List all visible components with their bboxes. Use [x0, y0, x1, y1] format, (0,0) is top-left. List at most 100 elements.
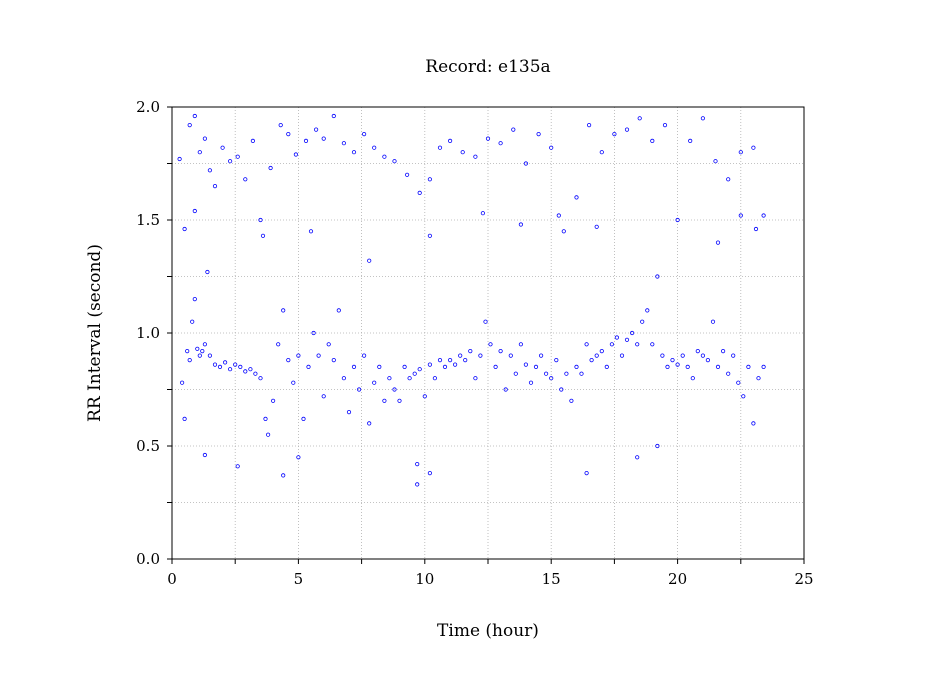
data-point	[432, 376, 437, 381]
data-point	[422, 394, 427, 399]
data-point	[207, 168, 212, 173]
data-point	[316, 353, 321, 358]
data-point	[356, 387, 362, 392]
data-point	[417, 367, 422, 372]
data-point	[594, 353, 599, 358]
data-point	[518, 222, 524, 227]
data-point	[331, 113, 336, 119]
data-point	[715, 364, 721, 369]
data-point	[670, 357, 675, 363]
data-point	[235, 154, 240, 159]
data-point	[503, 387, 508, 392]
data-point	[675, 217, 680, 223]
data-point	[182, 416, 187, 421]
data-point	[306, 364, 311, 369]
data-point	[427, 177, 432, 182]
data-point	[270, 398, 276, 403]
data-point	[715, 240, 721, 245]
data-point	[549, 376, 554, 381]
data-point	[463, 357, 468, 363]
data-point	[321, 394, 326, 399]
data-point	[220, 145, 225, 150]
data-point	[705, 357, 711, 363]
data-point	[361, 132, 367, 137]
data-point	[228, 367, 233, 372]
data-point	[665, 364, 670, 369]
data-point	[346, 409, 352, 415]
data-point	[586, 123, 592, 128]
data-point	[695, 348, 700, 354]
data-point	[619, 353, 625, 358]
data-point	[523, 161, 529, 166]
data-point	[655, 274, 660, 279]
data-point	[311, 330, 316, 336]
data-point	[720, 348, 726, 354]
data-point	[731, 353, 736, 358]
data-point	[645, 308, 650, 313]
data-point	[197, 150, 202, 155]
data-point	[488, 342, 493, 347]
data-point	[485, 136, 491, 141]
data-point	[321, 136, 326, 141]
data-point	[508, 353, 513, 358]
data-point	[392, 159, 397, 164]
data-point	[584, 342, 589, 347]
data-point	[437, 145, 443, 150]
data-point	[473, 376, 478, 381]
data-point	[258, 376, 263, 381]
data-point	[286, 132, 291, 137]
data-point	[569, 398, 574, 403]
data-point	[281, 473, 286, 478]
data-point	[238, 364, 243, 369]
data-point	[263, 416, 268, 421]
data-point	[293, 152, 298, 157]
data-point	[574, 364, 579, 369]
data-point	[192, 296, 197, 302]
data-point	[187, 357, 192, 363]
data-point	[599, 348, 604, 354]
data-point	[372, 380, 377, 385]
data-point	[518, 342, 524, 347]
data-point	[612, 132, 617, 137]
y-tick-label: 1.5	[136, 211, 160, 229]
data-point	[228, 159, 233, 164]
y-tick-label: 0.5	[136, 437, 160, 455]
data-point	[662, 123, 668, 128]
data-point	[243, 177, 248, 182]
data-point	[680, 353, 685, 358]
data-point	[223, 360, 228, 365]
x-axis-label: Time (hour)	[437, 621, 539, 641]
data-point	[523, 362, 529, 367]
data-point	[533, 364, 539, 369]
data-point	[751, 145, 756, 150]
data-point	[483, 319, 488, 324]
data-point	[392, 387, 397, 392]
data-point	[753, 226, 759, 232]
data-point	[192, 113, 197, 119]
data-point	[202, 452, 207, 458]
data-point	[498, 141, 503, 146]
data-point	[182, 226, 187, 232]
data-point	[417, 190, 422, 195]
data-point	[458, 353, 463, 358]
data-point	[336, 308, 341, 313]
data-point	[415, 482, 420, 487]
data-point	[281, 308, 286, 313]
data-point	[650, 342, 655, 347]
data-point	[286, 357, 291, 363]
data-point	[559, 387, 564, 392]
data-point	[367, 258, 372, 263]
data-point	[192, 208, 197, 214]
data-point	[549, 145, 554, 150]
data-point	[202, 342, 207, 347]
data-point	[402, 364, 407, 369]
data-point	[710, 319, 716, 324]
data-point	[751, 421, 756, 426]
data-point	[276, 342, 281, 347]
data-point	[387, 376, 392, 381]
data-point	[738, 213, 743, 218]
data-point	[268, 165, 273, 171]
data-point	[296, 455, 301, 460]
data-point	[556, 213, 561, 218]
